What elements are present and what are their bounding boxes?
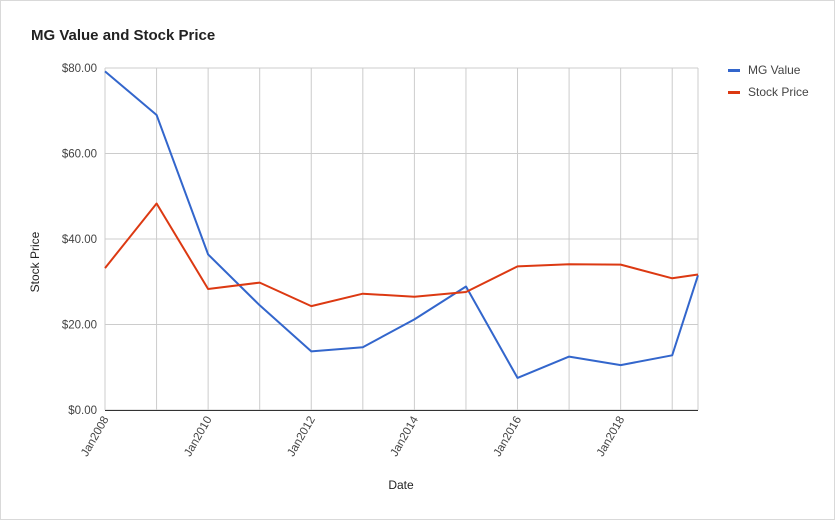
chart-title: MG Value and Stock Price bbox=[31, 27, 216, 44]
y-axis-title: Stock Price bbox=[28, 231, 42, 292]
series-line-mg-value[interactable] bbox=[104, 70, 699, 379]
x-axis-title: Date bbox=[388, 478, 414, 492]
legend-item-mg-value[interactable]: MG Value bbox=[728, 59, 809, 81]
legend: MG Value Stock Price bbox=[728, 59, 809, 103]
series-line-stock-price[interactable] bbox=[104, 202, 699, 308]
y-tick-label: $20.00 bbox=[62, 320, 97, 332]
legend-swatch-stock-price bbox=[728, 90, 740, 94]
grid bbox=[104, 67, 699, 411]
x-tick-label: Jan2008 bbox=[79, 415, 111, 459]
legend-item-stock-price[interactable]: Stock Price bbox=[728, 81, 809, 103]
x-tick-label: Jan2018 bbox=[595, 415, 627, 459]
x-tick-label: Jan2010 bbox=[182, 415, 214, 459]
y-tick-label: $0.00 bbox=[68, 405, 97, 417]
tick-labels: $0.00 $20.00 $40.00 $60.00 $80.00 Jan2008 Jan2… bbox=[62, 63, 627, 459]
legend-label-stock-price: Stock Price bbox=[748, 85, 809, 99]
y-tick-label: $60.00 bbox=[62, 149, 97, 161]
x-tick-label: Jan2014 bbox=[389, 414, 422, 459]
y-tick-label: $80.00 bbox=[62, 63, 97, 75]
legend-label-mg-value: MG Value bbox=[748, 63, 801, 77]
legend-swatch-mg-value bbox=[728, 68, 740, 72]
x-tick-label: Jan2016 bbox=[492, 415, 524, 459]
series-lines bbox=[104, 70, 699, 379]
y-tick-label: $40.00 bbox=[62, 234, 97, 246]
x-tick-label: Jan2012 bbox=[285, 415, 317, 459]
